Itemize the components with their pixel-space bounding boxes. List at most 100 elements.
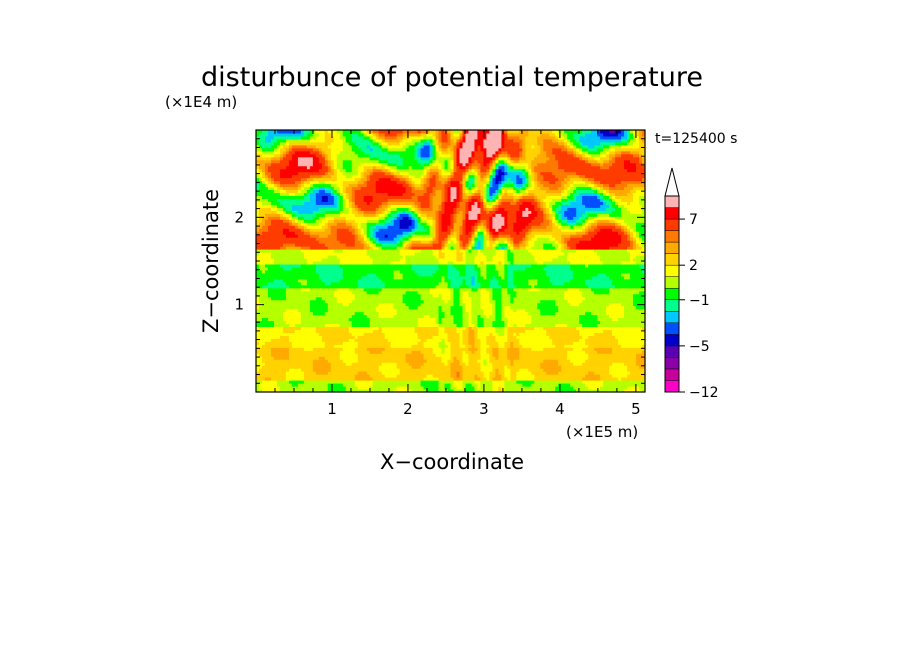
field-cell (343, 324, 346, 327)
field-cell (301, 383, 304, 386)
field-cell (265, 291, 268, 294)
field-cell (459, 297, 462, 300)
field-cell (265, 353, 268, 356)
field-cell (361, 371, 364, 374)
field-cell (346, 300, 349, 303)
field-cell (430, 297, 433, 300)
field-cell (573, 312, 576, 315)
field-cell (280, 276, 283, 279)
field-cell (558, 303, 561, 306)
field-cell (504, 356, 507, 359)
field-cell (424, 288, 427, 291)
field-cell (582, 362, 585, 365)
field-cell (459, 315, 462, 318)
field-cell (400, 303, 403, 306)
field-cell (588, 341, 591, 344)
field-cell (331, 350, 334, 353)
field-cell (630, 309, 633, 312)
field-cell (421, 279, 424, 282)
field-cell (510, 377, 513, 380)
field-cell (412, 359, 415, 362)
field-cell (474, 344, 477, 347)
field-cell (322, 338, 325, 341)
field-cell (621, 347, 624, 350)
field-cell (346, 276, 349, 279)
field-cell (394, 276, 397, 279)
field-cell (412, 332, 415, 335)
field-cell (453, 347, 456, 350)
field-cell (328, 312, 331, 315)
field-cell (459, 329, 462, 332)
field-cell (328, 315, 331, 318)
field-cell (498, 380, 501, 383)
field-cell (573, 327, 576, 330)
field-cell (301, 309, 304, 312)
field-cell (564, 309, 567, 312)
field-cell (268, 335, 271, 338)
field-cell (588, 329, 591, 332)
field-cell (636, 306, 639, 309)
field-cell (307, 309, 310, 312)
field-cell (534, 321, 537, 324)
field-cell (636, 359, 639, 362)
field-cell (265, 297, 268, 300)
field-cell (507, 344, 510, 347)
field-cell (310, 288, 313, 291)
field-cell (507, 312, 510, 315)
field-cell (456, 380, 459, 383)
field-cell (630, 374, 633, 377)
field-cell (448, 347, 451, 350)
field-cell (633, 377, 636, 380)
field-cell (451, 365, 454, 368)
field-cell (453, 303, 456, 306)
field-cell (382, 365, 385, 368)
field-cell (349, 341, 352, 344)
field-cell (370, 315, 373, 318)
field-cell (612, 297, 615, 300)
field-cell (486, 282, 489, 285)
field-cell (618, 371, 621, 374)
field-cell (630, 359, 633, 362)
field-cell (615, 356, 618, 359)
field-cell (627, 309, 630, 312)
field-cell (379, 294, 382, 297)
field-cell (442, 297, 445, 300)
field-cell (456, 282, 459, 285)
field-cell (561, 291, 564, 294)
field-cell (543, 365, 546, 368)
field-cell (352, 365, 355, 368)
field-cell (567, 344, 570, 347)
field-cell (319, 341, 322, 344)
field-cell (322, 306, 325, 309)
field-cell (489, 327, 492, 330)
field-cell (295, 312, 298, 315)
field-cell (501, 377, 504, 380)
field-cell (456, 288, 459, 291)
field-cell (394, 300, 397, 303)
field-cell (585, 350, 588, 353)
field-cell (295, 350, 298, 353)
field-cell (573, 374, 576, 377)
field-cell (624, 288, 627, 291)
field-cell (445, 291, 448, 294)
field-cell (612, 377, 615, 380)
field-cell (486, 353, 489, 356)
field-cell (510, 285, 513, 288)
field-cell (271, 380, 274, 383)
field-cell (304, 294, 307, 297)
field-cell (388, 356, 391, 359)
field-cell (355, 338, 358, 341)
field-cell (564, 321, 567, 324)
field-cell (624, 303, 627, 306)
field-cell (364, 386, 367, 389)
field-cell (370, 300, 373, 303)
field-cell (436, 341, 439, 344)
field-cell (265, 347, 268, 350)
field-cell (397, 377, 400, 380)
field-cell (394, 356, 397, 359)
field-cell (507, 332, 510, 335)
field-cell (453, 285, 456, 288)
field-cell (618, 350, 621, 353)
field-cell (492, 380, 495, 383)
field-cell (352, 362, 355, 365)
